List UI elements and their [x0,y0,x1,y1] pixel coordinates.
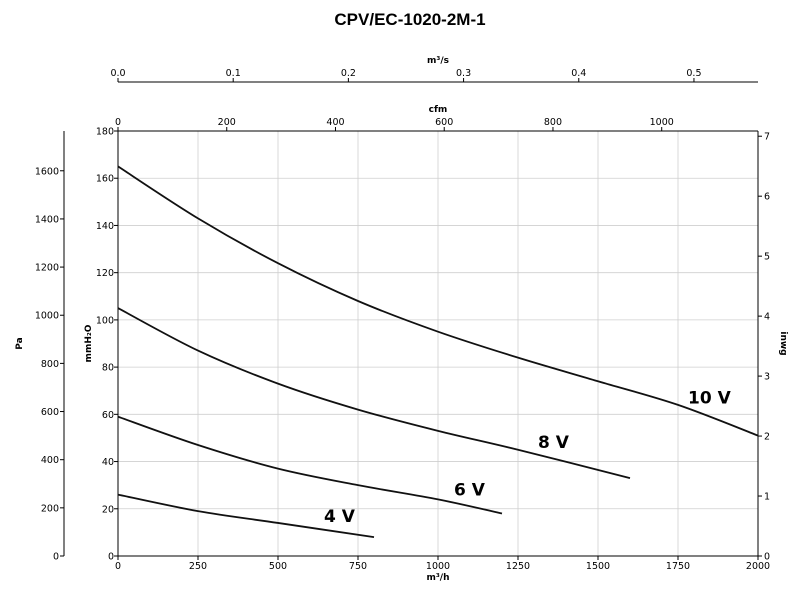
left-tick-label: 160 [96,174,114,185]
inwg-tick-label: 6 [764,192,770,203]
left-tick-label: 180 [96,127,114,138]
inwg-tick-label: 5 [764,252,770,263]
m3s-axis-label: m³/s [427,56,449,66]
left-tick-label: 100 [96,315,114,326]
inwg-axis-label: inwg [778,331,788,355]
cfm-tick-label: 400 [326,117,344,128]
bottom-axis-label: m³/h [426,573,449,583]
left-tick-label: 80 [102,363,114,374]
m3s-tick-label: 0.5 [686,68,701,79]
curve-label-8v: 8 V [538,433,570,453]
m3s-tick-label: 0.0 [110,68,125,79]
pa-tick-label: 800 [41,359,59,370]
bottom-tick-label: 1750 [666,561,690,572]
pa-tick-label: 0 [53,552,59,563]
curve-4v [117,493,375,539]
axes: 0 250 500 750 1000 1250 1500 1750 2000m³/h020406… [15,56,788,583]
cfm-tick-label: 200 [218,117,236,128]
bottom-tick-label: 750 [349,561,367,572]
inwg-tick-label: 7 [764,132,770,143]
bottom-tick-label: 1000 [426,561,450,572]
bottom-tick-label: 2000 [746,561,770,572]
pa-tick-label: 1600 [35,166,59,177]
m3s-tick-label: 0.4 [571,68,586,79]
curve-10v [117,165,759,437]
pa-tick-label: 600 [41,407,59,418]
curve-label-6v: 6 V [454,481,486,501]
left-tick-label: 120 [96,268,114,279]
bottom-tick-label: 1250 [506,561,530,572]
bottom-tick-label: 250 [189,561,207,572]
left-tick-label: 0 [108,552,114,563]
inwg-tick-label: 1 [764,492,770,503]
pa-tick-label: 1200 [35,263,59,274]
bottom-tick-label: 0 [115,561,121,572]
m3s-tick-label: 0.2 [341,68,356,79]
pa-tick-label: 1000 [35,311,59,322]
inwg-tick-label: 2 [764,432,770,443]
m3s-tick-label: 0.1 [226,68,241,79]
pa-tick-label: 200 [41,503,59,514]
left-tick-label: 20 [102,504,114,515]
pa-tick-label: 400 [41,455,59,466]
bottom-tick-label: 500 [269,561,287,572]
pa-tick-label: 1400 [35,214,59,225]
cfm-axis-label: cfm [429,105,448,115]
cfm-tick-label: 0 [115,117,121,128]
cfm-tick-label: 800 [544,117,562,128]
left-tick-label: 60 [102,410,114,421]
curve-label-10v: 10 V [688,389,732,409]
curve-8v [117,307,631,479]
chart-title: CPV/EC-1020-2M-1 [334,10,485,29]
curve-label-4v: 4 V [324,507,356,527]
curves [117,165,759,539]
cfm-tick-label: 600 [435,117,453,128]
inwg-tick-label: 3 [764,372,770,383]
inwg-tick-label: 0 [764,552,770,563]
bottom-tick-label: 1500 [586,561,610,572]
left-axis-label: mmH₂O [84,324,94,362]
pa-axis-label: Pa [15,337,25,349]
curve-6v [117,415,503,515]
left-tick-label: 140 [96,221,114,232]
cfm-tick-label: 1000 [650,117,674,128]
grid [118,130,759,556]
curve-labels: 10 V 8 V 6 V 4 V [324,389,732,528]
m3s-tick-label: 0.3 [456,68,471,79]
left-tick-label: 40 [102,457,114,468]
inwg-tick-label: 4 [764,312,770,323]
